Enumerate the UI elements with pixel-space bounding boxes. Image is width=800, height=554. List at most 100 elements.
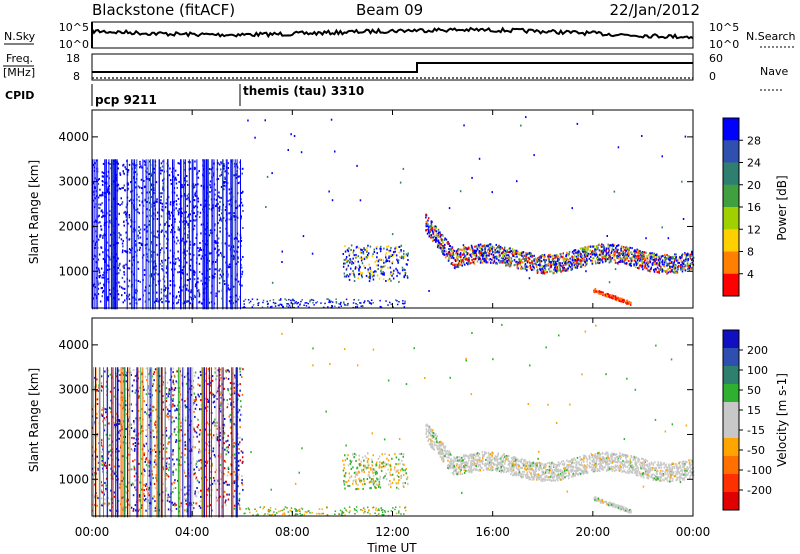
- echo-cell: [264, 119, 266, 122]
- echo-cell: [453, 250, 456, 253]
- echo-cell: [237, 192, 239, 195]
- echo-cell: [150, 196, 152, 198]
- echo-cell: [284, 298, 286, 300]
- echo-cell: [219, 230, 221, 233]
- echo-cell: [96, 398, 99, 401]
- echo-cell: [194, 285, 197, 288]
- echo-cell: [123, 211, 125, 214]
- echo-cell: [544, 271, 547, 274]
- echo-cell: [404, 302, 406, 304]
- echo-cell: [107, 264, 109, 267]
- echo-cell: [642, 252, 644, 255]
- echo-cell: [369, 277, 371, 280]
- echo-cell: [154, 487, 157, 490]
- echo-cell: [155, 420, 157, 423]
- echo-cell: [426, 232, 429, 235]
- echo-cell: [635, 266, 637, 269]
- echo-cell: [128, 298, 131, 301]
- echo-cell: [435, 239, 438, 242]
- echo-cell: [661, 270, 664, 273]
- echo-cell: [173, 420, 175, 423]
- echo-cell: [363, 264, 365, 267]
- echo-cell: [480, 250, 483, 253]
- echo-cell: [485, 255, 488, 258]
- echo-cell: [228, 288, 231, 291]
- echo-cell: [343, 272, 346, 275]
- echo-cell: [600, 253, 602, 256]
- echo-cell: [484, 246, 487, 249]
- echo-cell: [449, 255, 451, 258]
- y-tick-label: 4000: [58, 130, 89, 144]
- echo-cell: [585, 257, 588, 260]
- echo-cell: [548, 268, 550, 271]
- echo-cell: [368, 280, 371, 283]
- echo-cell: [167, 475, 170, 478]
- echo-cell: [153, 461, 156, 464]
- echo-cell: [212, 401, 215, 404]
- echo-cell: [129, 302, 131, 305]
- echo-cell: [197, 254, 200, 257]
- echo-cell: [305, 305, 308, 307]
- echo-cell: [211, 159, 213, 310]
- echo-cell: [169, 217, 171, 220]
- echo-cell: [604, 255, 607, 258]
- echo-cell: [455, 250, 458, 253]
- echo-cell: [128, 214, 131, 216]
- echo-cell: [176, 302, 178, 305]
- echo-cell: [457, 253, 459, 255]
- echo-cell: [118, 423, 120, 425]
- echo-cell: [433, 231, 435, 234]
- echo-cell: [508, 247, 510, 250]
- echo-cell: [180, 488, 183, 491]
- echo-cell: [513, 264, 516, 267]
- echo-cell: [146, 215, 149, 218]
- echo-cell: [457, 262, 460, 265]
- echo-cell: [191, 385, 193, 387]
- echo-cell: [355, 253, 357, 256]
- echo-cell: [403, 306, 406, 308]
- echo-cell: [471, 176, 473, 179]
- echo-cell: [360, 272, 362, 275]
- echo-cell: [342, 265, 345, 268]
- echo-cell: [101, 216, 103, 219]
- echo-cell: [596, 290, 598, 293]
- echo-cell: [297, 301, 299, 304]
- echo-cell: [560, 255, 562, 258]
- echo-cell: [435, 225, 437, 228]
- echo-cell: [599, 250, 601, 253]
- echo-cell: [429, 234, 431, 237]
- echo-cell: [519, 263, 522, 266]
- echo-cell: [513, 249, 516, 252]
- echo-cell: [692, 256, 695, 259]
- echo-cell: [561, 256, 564, 259]
- echo-cell: [608, 281, 611, 284]
- echo-cell: [257, 304, 259, 306]
- echo-cell: [184, 179, 186, 182]
- echo-cell: [403, 275, 406, 278]
- echo-cell: [152, 477, 154, 480]
- echo-cell: [186, 198, 188, 201]
- echo-cell: [303, 304, 305, 306]
- echo-cell: [328, 190, 330, 193]
- echo-cell: [233, 453, 236, 456]
- echo-cell: [459, 255, 462, 258]
- echo-cell: [223, 377, 225, 380]
- echo-cell: [576, 265, 579, 268]
- echo-cell: [216, 421, 218, 424]
- echo-cell: [509, 247, 511, 250]
- echo-cell: [454, 258, 456, 261]
- echo-cell: [372, 253, 374, 256]
- echo-cell: [615, 297, 618, 300]
- echo-cell: [100, 225, 102, 228]
- echo-cell: [97, 287, 100, 290]
- echo-cell: [193, 254, 195, 257]
- echo-cell: [608, 254, 610, 257]
- echo-cell: [614, 261, 617, 264]
- echo-cell: [181, 212, 183, 215]
- echo-cell: [326, 298, 328, 300]
- echo-cell: [175, 178, 177, 181]
- echo-cell: [235, 207, 237, 209]
- echo-cell: [102, 257, 105, 260]
- echo-cell: [120, 286, 123, 289]
